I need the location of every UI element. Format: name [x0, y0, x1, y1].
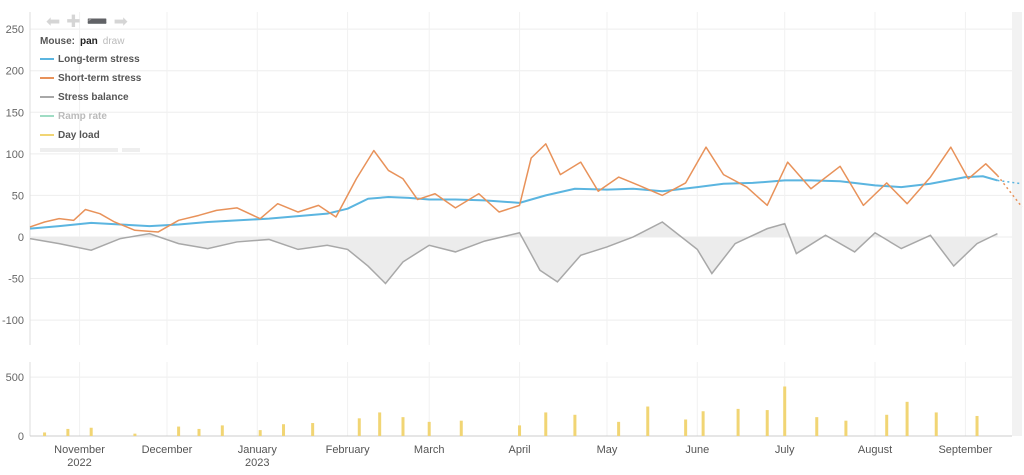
- long-term-stress-line: [29, 175, 998, 230]
- day-load-bar: [258, 430, 262, 436]
- day-load-bar: [282, 424, 286, 436]
- legend-swatch: [40, 134, 54, 136]
- day-load-bar: [459, 420, 463, 436]
- mouse-draw-option[interactable]: draw: [102, 36, 125, 47]
- legend-swatch: [40, 77, 54, 79]
- day-load-bar: [701, 411, 705, 436]
- day-load-bar: [815, 417, 819, 436]
- day-load-bar: [89, 427, 93, 436]
- y-tick-label-lower: 0: [18, 431, 24, 443]
- y-tick-label: 250: [6, 24, 24, 36]
- day-load-bar: [736, 408, 740, 436]
- day-load-bar: [617, 421, 621, 436]
- legend-label: Day load: [58, 129, 100, 141]
- day-load-bar: [646, 406, 650, 436]
- legend-item-long-term-stress[interactable]: Long-term stress: [40, 52, 160, 66]
- x-tick-label: May: [597, 444, 618, 456]
- stress-balance-line: [29, 221, 998, 285]
- day-load-bar: [783, 386, 787, 436]
- y-tick-label: 200: [6, 66, 24, 78]
- y-tick-label: 100: [6, 149, 24, 161]
- day-load-bar: [684, 419, 688, 436]
- legend-swatch: [40, 96, 54, 98]
- y-tick-label: -50: [8, 274, 24, 286]
- y-tick-label: 50: [12, 190, 24, 202]
- day-load-bar: [844, 420, 848, 436]
- day-load-bar: [518, 425, 522, 436]
- legend-swatch: [40, 58, 54, 60]
- y-tick-label: 150: [6, 107, 24, 119]
- x-tick-label: August: [858, 444, 892, 456]
- mouse-mode: Mouse: pan draw: [40, 36, 160, 47]
- stress-balance-area: [30, 221, 998, 284]
- day-load-bar: [975, 415, 979, 436]
- short-term-stress-line: [29, 143, 998, 233]
- legend-item-ramp-rate[interactable]: Ramp rate: [40, 109, 160, 123]
- y-tick-label: 0: [18, 232, 24, 244]
- day-load-bar: [43, 432, 47, 436]
- x-tick-label: November: [54, 444, 105, 456]
- day-load-bar: [378, 412, 382, 436]
- x-tick-label: February: [326, 444, 371, 456]
- day-load-bar: [573, 414, 577, 436]
- x-tick-label: July: [775, 444, 795, 456]
- y-tick-label-lower: 500: [6, 372, 24, 384]
- legend: ⬅ ✚ ➖ ➡ Mouse: pan draw Long-term stress…: [40, 10, 160, 152]
- legend-label: Stress balance: [58, 91, 129, 103]
- legend-label: Short-term stress: [58, 72, 142, 84]
- day-load-bar: [544, 412, 548, 436]
- y-tick-label: -100: [2, 315, 24, 327]
- day-load-bar: [177, 426, 181, 436]
- arrow-left-icon[interactable]: ⬅: [46, 11, 61, 31]
- day-load-bar: [765, 410, 769, 436]
- future-region: [1012, 12, 1022, 436]
- plus-icon[interactable]: ✚: [66, 11, 81, 31]
- day-load-bar: [905, 401, 909, 436]
- legend-item-day-load[interactable]: Day load: [40, 128, 160, 142]
- day-load-bar: [885, 414, 889, 436]
- long-term-projection: [997, 179, 1023, 185]
- day-load-bar: [197, 428, 201, 436]
- minus-icon[interactable]: ➖: [86, 11, 108, 31]
- day-load-bar: [311, 423, 315, 436]
- legend-item-short-term-stress[interactable]: Short-term stress: [40, 71, 160, 85]
- x-tick-label: January: [238, 444, 278, 456]
- mouse-pan-option[interactable]: pan: [80, 36, 98, 47]
- day-load-bar: [401, 417, 405, 436]
- x-tick-year-label: 2022: [67, 457, 91, 469]
- x-tick-label: September: [938, 444, 992, 456]
- x-tick-label: April: [509, 444, 531, 456]
- nav-controls: ⬅ ✚ ➖ ➡: [46, 10, 160, 32]
- x-tick-label: March: [414, 444, 445, 456]
- day-load-bar: [133, 433, 137, 436]
- legend-label: Long-term stress: [58, 53, 140, 65]
- day-load-bar: [427, 421, 431, 436]
- legend-scrollbar[interactable]: [40, 148, 160, 152]
- legend-swatch: [40, 115, 54, 117]
- mouse-label: Mouse:: [40, 36, 75, 47]
- x-tick-label: June: [685, 444, 709, 456]
- day-load-bar: [357, 418, 361, 436]
- x-tick-year-label: 2023: [245, 457, 269, 469]
- day-load-bar: [934, 412, 938, 436]
- x-tick-label: December: [142, 444, 193, 456]
- short-term-projection: [996, 174, 1023, 208]
- day-load-bar: [66, 428, 70, 436]
- arrow-right-icon[interactable]: ➡: [113, 11, 128, 31]
- day-load-bar: [220, 425, 224, 436]
- legend-label: Ramp rate: [58, 110, 107, 122]
- legend-item-stress-balance[interactable]: Stress balance: [40, 90, 160, 104]
